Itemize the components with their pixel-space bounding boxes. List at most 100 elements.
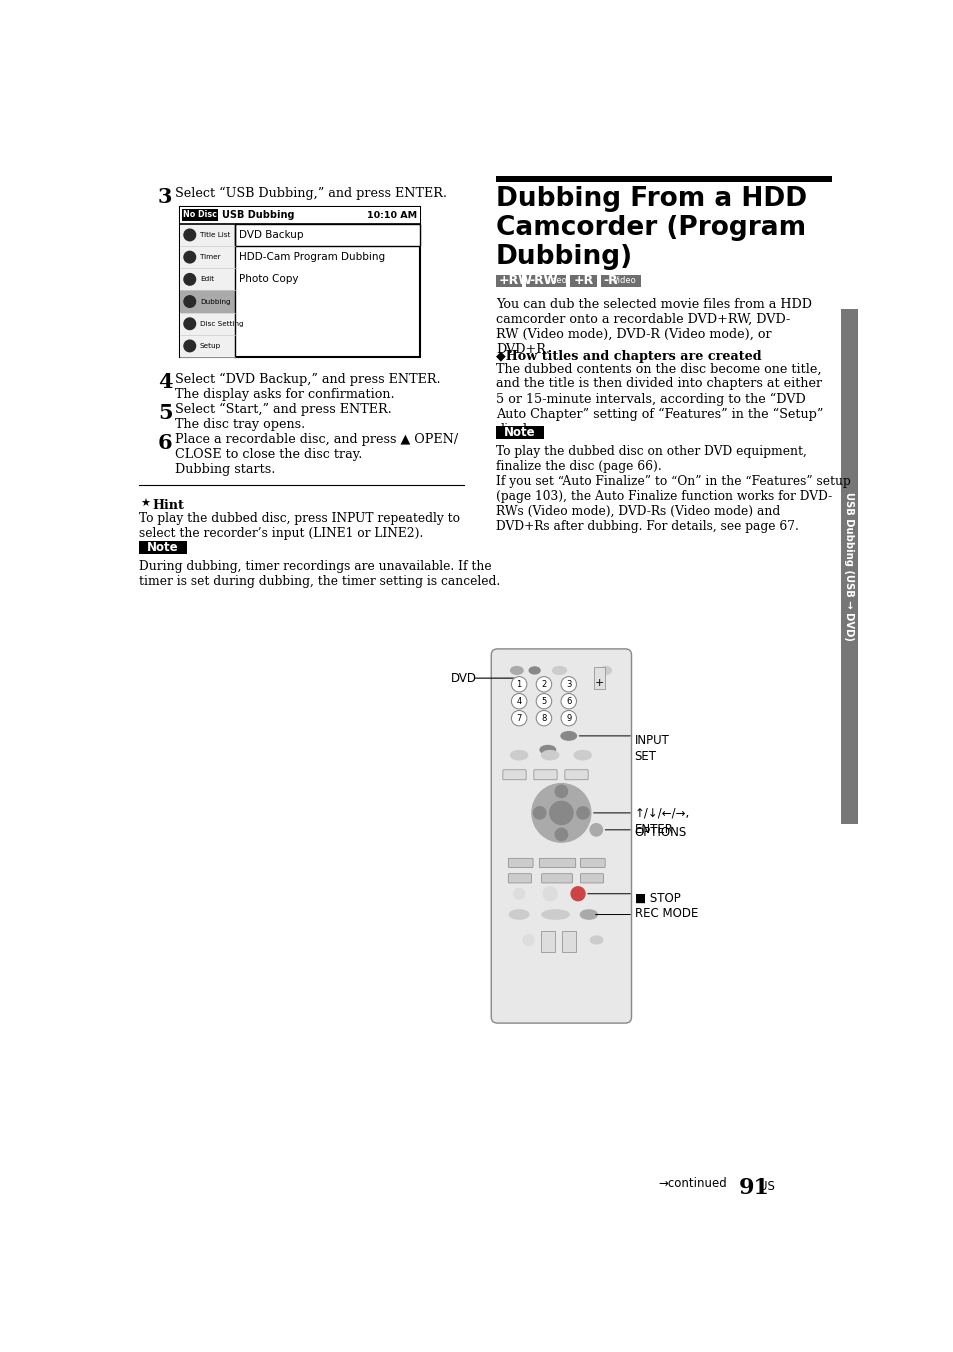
Text: DVD Backup: DVD Backup (239, 230, 304, 239)
FancyBboxPatch shape (538, 859, 575, 868)
Circle shape (571, 887, 584, 900)
Circle shape (511, 676, 526, 692)
Circle shape (513, 888, 524, 899)
Text: 3: 3 (158, 187, 172, 207)
Text: Disc Setting: Disc Setting (199, 320, 243, 327)
Ellipse shape (510, 667, 522, 675)
Text: 8: 8 (540, 714, 546, 723)
Text: Dubbing: Dubbing (199, 299, 231, 304)
Ellipse shape (552, 667, 566, 675)
Text: ↑/↓/←/→,
ENTER: ↑/↓/←/→, ENTER (634, 807, 689, 836)
Ellipse shape (541, 750, 558, 760)
Text: 4: 4 (516, 696, 521, 706)
Circle shape (533, 807, 545, 819)
Ellipse shape (590, 936, 602, 944)
Text: No Disc: No Disc (183, 211, 217, 219)
Text: Timer: Timer (199, 254, 220, 260)
FancyBboxPatch shape (541, 873, 572, 883)
Text: INPUT
SET: INPUT SET (634, 734, 669, 763)
Text: Setup: Setup (199, 343, 221, 349)
Circle shape (532, 784, 590, 842)
Text: →continued: →continued (658, 1178, 726, 1190)
Text: Select “Start,” and press ENTER.
The disc tray opens.: Select “Start,” and press ENTER. The dis… (174, 403, 392, 431)
Text: 5: 5 (540, 696, 546, 706)
FancyBboxPatch shape (491, 649, 631, 1023)
Circle shape (511, 694, 526, 708)
Text: To play the dubbed disc on other DVD equipment,
finalize the disc (page 66).
If : To play the dubbed disc on other DVD equ… (496, 445, 850, 533)
Bar (179, 291, 235, 312)
Text: ◆How titles and chapters are created: ◆How titles and chapters are created (496, 350, 760, 364)
Bar (235, 224, 419, 246)
Text: +: + (595, 677, 604, 688)
Text: 10:10 AM: 10:10 AM (366, 211, 416, 220)
FancyBboxPatch shape (579, 859, 604, 868)
Circle shape (542, 887, 557, 900)
Bar (496, 176, 831, 183)
Bar (525, 274, 566, 287)
Text: Video: Video (543, 276, 567, 284)
Bar (179, 207, 419, 224)
FancyBboxPatch shape (579, 873, 603, 883)
Ellipse shape (539, 745, 555, 754)
Circle shape (511, 711, 526, 726)
Text: Edit: Edit (199, 276, 213, 283)
Text: +RW: +RW (498, 274, 533, 288)
Circle shape (184, 230, 195, 241)
Circle shape (560, 711, 576, 726)
Text: -R: -R (603, 274, 618, 288)
Text: Place a recordable disc, and press ▲ OPEN/
CLOSE to close the disc tray.
Dubbing: Place a recordable disc, and press ▲ OPE… (174, 433, 457, 476)
Bar (496, 426, 543, 438)
Text: 9: 9 (565, 714, 571, 723)
Circle shape (184, 318, 195, 330)
Circle shape (184, 341, 195, 352)
Ellipse shape (541, 910, 569, 919)
FancyBboxPatch shape (564, 769, 587, 780)
Text: HDD-Cam Program Dubbing: HDD-Cam Program Dubbing (239, 251, 385, 262)
Text: Note: Note (147, 541, 178, 554)
FancyBboxPatch shape (534, 769, 557, 780)
Bar (496, 274, 521, 287)
Text: The dubbed contents on the disc become one title,
and the title is then divided : The dubbed contents on the disc become o… (496, 362, 822, 435)
Bar (840, 308, 857, 825)
Text: 2: 2 (540, 680, 546, 688)
Bar (179, 224, 235, 357)
Ellipse shape (510, 750, 527, 760)
Circle shape (555, 786, 567, 798)
Text: 4: 4 (158, 372, 172, 392)
Circle shape (560, 694, 576, 708)
Ellipse shape (579, 910, 597, 919)
Text: You can dub the selected movie files from a HDD
camcorder onto a recordable DVD+: You can dub the selected movie files fro… (496, 297, 811, 356)
Circle shape (590, 823, 602, 836)
Text: Hint: Hint (152, 499, 184, 511)
Text: Title List: Title List (199, 233, 230, 238)
Ellipse shape (574, 750, 591, 760)
FancyBboxPatch shape (508, 859, 533, 868)
Text: To play the dubbed disc, press INPUT repeatedly to
select the recorder’s input (: To play the dubbed disc, press INPUT rep… (138, 512, 459, 539)
Text: OPTIONS: OPTIONS (634, 826, 686, 840)
Bar (540, 930, 555, 952)
Circle shape (184, 273, 195, 285)
Bar (599, 274, 640, 287)
Circle shape (549, 802, 573, 825)
Text: +R: +R (573, 274, 593, 288)
Text: USB Dubbing (USB → DVD): USB Dubbing (USB → DVD) (843, 492, 853, 641)
Text: ★: ★ (140, 499, 150, 508)
FancyBboxPatch shape (508, 873, 531, 883)
Text: 5: 5 (158, 403, 172, 423)
Bar (179, 207, 419, 357)
Text: Select “USB Dubbing,” and press ENTER.: Select “USB Dubbing,” and press ENTER. (174, 187, 447, 200)
Text: 7: 7 (516, 714, 521, 723)
Text: During dubbing, timer recordings are unavailable. If the
timer is set during dub: During dubbing, timer recordings are una… (138, 560, 499, 588)
Text: 3: 3 (565, 680, 571, 688)
Bar (570, 274, 596, 287)
Text: DVD: DVD (451, 672, 476, 684)
Circle shape (536, 711, 551, 726)
Text: -RW: -RW (529, 274, 558, 288)
Ellipse shape (560, 731, 576, 740)
FancyBboxPatch shape (502, 769, 525, 780)
Circle shape (577, 807, 589, 819)
Bar (594, 668, 604, 690)
Circle shape (184, 296, 195, 307)
Text: Dubbing From a HDD
Camcorder (Program
Dubbing): Dubbing From a HDD Camcorder (Program Du… (496, 187, 806, 270)
Ellipse shape (509, 910, 528, 919)
